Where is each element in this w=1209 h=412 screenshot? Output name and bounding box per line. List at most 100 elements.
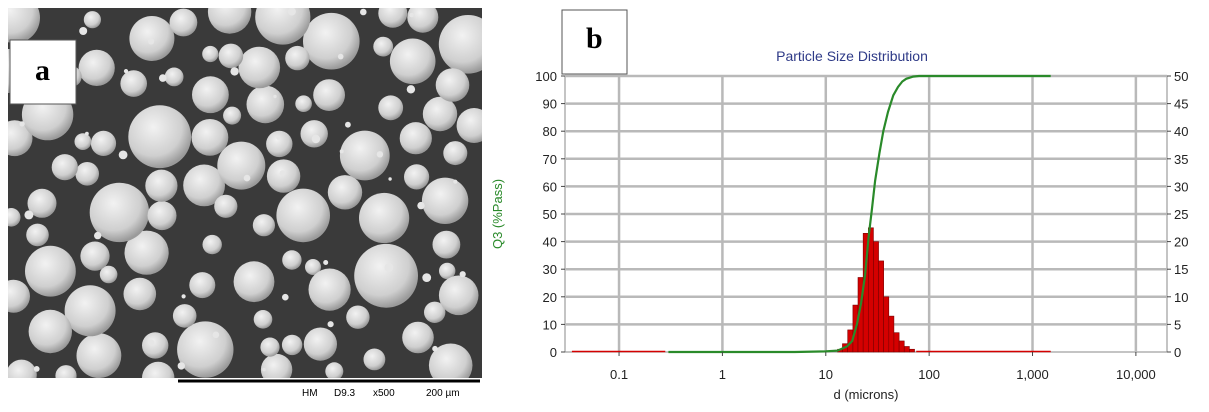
powder-particle <box>51 154 78 181</box>
satellite-particle <box>33 366 40 372</box>
powder-particle <box>99 265 118 284</box>
powder-particle <box>202 234 222 255</box>
powder-particle <box>305 259 321 275</box>
powder-particle <box>129 16 175 61</box>
y-tick-label: 40 <box>543 235 557 250</box>
powder-particle <box>313 79 345 111</box>
histogram-bar <box>898 340 905 353</box>
x-tick-label: 100 <box>918 367 940 382</box>
satellite-particle <box>181 294 186 299</box>
powder-particle <box>308 268 351 311</box>
y-tick-label: 80 <box>543 124 557 139</box>
powder-particle <box>295 95 312 112</box>
right-axis-ticks: 0 5 10 15 20 25 30 35 40 45 50 <box>1167 69 1188 360</box>
sem-detector: HM <box>302 388 318 399</box>
powder-particle <box>26 223 49 247</box>
sem-info-bar <box>8 378 482 400</box>
x-axis-ticks: 0.1 1 10 100 1,000 10,000 <box>610 352 1156 382</box>
powder-particle <box>76 333 122 379</box>
y-tick-label: 70 <box>543 152 557 167</box>
powder-particle <box>217 141 266 190</box>
powder-particle <box>124 230 169 275</box>
powder-particle <box>177 321 234 378</box>
powder-particle <box>207 0 252 34</box>
satellite-particle <box>323 260 329 265</box>
powder-particle <box>253 310 273 329</box>
satellite-particle <box>432 345 438 352</box>
y2-tick-label: 25 <box>1174 207 1188 222</box>
powder-particle <box>438 275 479 316</box>
y-tick-label: 90 <box>543 97 557 112</box>
satellite-particle <box>243 174 251 182</box>
y-tick-label: 30 <box>543 262 557 277</box>
satellite-particle <box>384 263 394 272</box>
satellite-particle <box>19 121 25 127</box>
y-axis-label: Q3 (%Pass) <box>490 179 505 249</box>
powder-particle <box>145 169 178 202</box>
histogram-bar <box>878 260 884 353</box>
powder-particle <box>189 272 216 299</box>
satellite-particle <box>123 69 129 74</box>
powder-particle <box>363 348 386 371</box>
y-tick-label: 50 <box>543 207 557 222</box>
powder-particle <box>339 130 390 181</box>
y2-tick-label: 15 <box>1174 262 1188 277</box>
powder-particle <box>64 285 116 337</box>
powder-particle <box>435 68 470 102</box>
sem-magnification: x500 <box>373 388 395 399</box>
powder-particle <box>354 243 418 308</box>
psd-chart: 0 10 20 30 40 50 60 70 80 90 100 0 5 10 15 20 25 30 35 40 4… <box>490 9 1188 402</box>
powder-particle <box>214 194 238 218</box>
y2-tick-label: 0 <box>1174 345 1181 360</box>
sem-working-distance: D9.3 <box>334 388 356 399</box>
powder-particle <box>378 95 404 121</box>
satellite-particle <box>339 149 344 154</box>
satellite-particle <box>422 273 432 282</box>
powder-particle <box>83 11 101 29</box>
powder-particle <box>255 0 311 45</box>
powder-particle <box>191 118 229 156</box>
powder-particle <box>142 332 169 359</box>
powder-particle <box>0 0 40 44</box>
panel-b-label: b <box>586 22 603 55</box>
powder-particle <box>238 46 281 89</box>
satellite-particle <box>409 12 414 18</box>
satellite-particle <box>24 210 34 220</box>
x-tick-label: 1 <box>719 367 726 382</box>
satellite-particle <box>212 331 220 339</box>
satellite-particle <box>287 7 296 16</box>
satellite-particle <box>459 271 466 278</box>
powder-particle <box>74 133 92 150</box>
powder-particle <box>120 70 147 97</box>
powder-particle <box>428 343 473 388</box>
sem-micrograph: HM D9.3 x500 200 µm a <box>0 0 498 400</box>
powder-particle <box>373 36 394 57</box>
satellite-particle <box>276 135 281 140</box>
powder-particle <box>260 337 280 357</box>
satellite-particle <box>327 321 334 328</box>
powder-particle <box>432 230 461 259</box>
powder-particle <box>399 122 432 155</box>
powder-particle <box>164 67 184 87</box>
y-tick-label: 0 <box>550 345 557 360</box>
y-tick-label: 10 <box>543 317 557 332</box>
histogram-bar <box>873 241 879 353</box>
satellite-particle <box>417 201 425 210</box>
powder-particle <box>169 8 198 37</box>
powder-particle <box>359 192 410 244</box>
histogram-bar <box>893 332 900 353</box>
powder-particle <box>78 49 115 86</box>
y2-tick-label: 5 <box>1174 317 1181 332</box>
histogram-bar <box>868 227 874 353</box>
powder-particle <box>183 164 226 207</box>
powder-particle <box>266 159 301 193</box>
y-tick-label: 100 <box>535 69 557 84</box>
powder-particle <box>407 1 439 33</box>
y-tick-label: 60 <box>543 179 557 194</box>
powder-particle <box>218 43 244 69</box>
powder-particle <box>25 245 76 297</box>
powder-particle <box>233 261 275 303</box>
satellite-particle <box>376 151 384 158</box>
y2-tick-label: 10 <box>1174 290 1188 305</box>
powder-particle <box>327 175 363 210</box>
